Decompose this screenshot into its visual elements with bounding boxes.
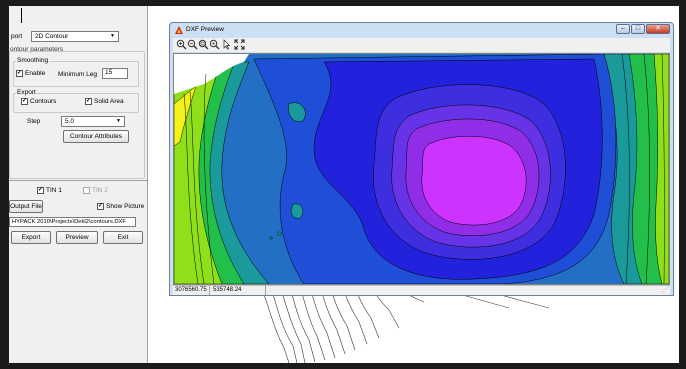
resize-grip-icon[interactable]: ⋰ <box>663 287 669 293</box>
export-options-title: Export <box>16 89 37 96</box>
tin2-label: TIN 2 <box>92 187 108 194</box>
status-divider <box>209 286 210 295</box>
pointer-icon[interactable] <box>221 39 232 50</box>
contour-map <box>174 54 669 284</box>
preview-button[interactable]: Preview <box>56 231 98 244</box>
contour-island <box>277 231 282 236</box>
app-icon <box>175 26 183 34</box>
preview-toolbar <box>173 38 670 52</box>
exit-button[interactable]: Exit <box>103 231 143 244</box>
status-y-coordinate: 535748.24 <box>213 287 242 293</box>
smoothing-title: Smoothing <box>16 57 50 64</box>
contours-checkbox[interactable]: ✓ Contours <box>21 98 56 105</box>
contours-label: Contours <box>30 98 57 105</box>
export-button[interactable]: Export <box>11 231 51 244</box>
smoothing-group <box>13 61 139 87</box>
checkmark-icon: ✓ <box>16 70 23 77</box>
maximize-icon: □ <box>635 25 641 32</box>
tin1-checkbox[interactable]: ✓ TIN 1 <box>37 187 62 194</box>
show-picture-checkbox[interactable]: ✓ Show Picture <box>97 203 144 210</box>
solid-area-checkbox[interactable]: ✓ Solid Area <box>85 98 124 105</box>
pan-icon[interactable] <box>209 39 220 50</box>
checkmark-icon: ✓ <box>97 203 104 210</box>
step-label: Step <box>27 118 41 125</box>
tin1-label: TIN 1 <box>46 187 62 194</box>
contour-attributes-button[interactable]: Contour Attributes <box>63 130 129 143</box>
smoothing-enable-checkbox[interactable]: ✓ Enable <box>16 70 45 77</box>
maximize-button[interactable]: □ <box>631 24 645 34</box>
zoom-out-icon[interactable] <box>187 39 198 50</box>
output-path-input[interactable]: HYPACK 2010\Projects\Dekl2\contours.DXF <box>9 217 136 227</box>
checkbox-empty-icon <box>83 187 90 194</box>
minimum-leg-label: Minimum Leg <box>58 71 98 78</box>
dxf-preview-window: DXF Preview – □ ✕ <box>169 22 674 296</box>
enable-label: Enable <box>25 70 46 77</box>
contour-fill-magenta <box>421 136 527 226</box>
window-title: DXF Preview <box>186 26 224 33</box>
export-type-select[interactable]: 2D Contour ▼ <box>31 31 119 42</box>
minimum-leg-input[interactable]: 15 <box>102 68 128 79</box>
fit-icon[interactable] <box>234 39 245 50</box>
contour-parameters-title: ontour parameters <box>10 46 64 53</box>
contour-parameters-group <box>9 51 145 179</box>
zoom-in-icon[interactable] <box>176 39 187 50</box>
chevron-down-icon: ▼ <box>110 33 115 39</box>
checkmark-icon: ✓ <box>21 98 28 105</box>
contour-island <box>269 236 273 240</box>
close-button[interactable]: ✕ <box>646 24 670 34</box>
solid-area-label: Solid Area <box>94 98 124 105</box>
export-options-group <box>13 93 139 113</box>
export-type-label: port <box>11 33 23 40</box>
contour-canvas[interactable] <box>173 53 670 285</box>
contour-fill-lime-right <box>653 54 669 284</box>
zoom-extents-icon[interactable] <box>198 39 209 50</box>
close-icon: ✕ <box>655 25 661 32</box>
export-type-value: 2D Contour <box>35 33 69 40</box>
status-bar: 3076560.75 535748.24 ⋰ <box>173 285 670 295</box>
output-file-button[interactable]: Output File <box>9 200 43 213</box>
step-select[interactable]: 5.0 ▼ <box>61 116 125 127</box>
chevron-down-icon: ▼ <box>116 118 121 124</box>
text-cursor <box>21 8 22 23</box>
divider <box>9 180 148 181</box>
blank-area <box>174 54 249 94</box>
status-x-coordinate: 3076560.75 <box>175 287 207 293</box>
contour-island <box>290 203 304 219</box>
tin2-checkbox[interactable]: TIN 2 <box>83 187 108 194</box>
step-value: 5.0 <box>65 118 75 125</box>
export-dialog-panel: port 2D Contour ▼ ontour parameters Smoo… <box>9 6 148 363</box>
minimize-icon: – <box>621 25 625 32</box>
contour-island <box>288 102 306 122</box>
screen: port 2D Contour ▼ ontour parameters Smoo… <box>9 6 679 363</box>
show-picture-label: Show Picture <box>106 203 145 210</box>
status-divider <box>265 286 266 295</box>
minimize-button[interactable]: – <box>616 24 630 34</box>
checkmark-icon: ✓ <box>85 98 92 105</box>
title-bar[interactable]: DXF Preview – □ ✕ <box>170 23 673 37</box>
checkmark-icon: ✓ <box>37 187 44 194</box>
